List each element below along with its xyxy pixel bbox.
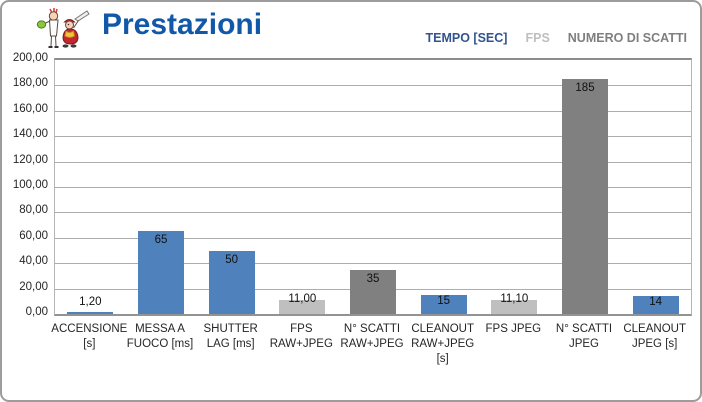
y-tick-label: 0,00 [25, 306, 48, 318]
gridline [55, 136, 691, 138]
y-tick-label: 200,00 [12, 52, 48, 64]
x-category-label: FPS JPEG [485, 323, 542, 335]
legend: TEMPO [SEC] FPS NUMERO DI SCATTI [408, 31, 687, 45]
bar [138, 231, 184, 314]
bar-value-label: 185 [575, 82, 595, 95]
gridline [55, 237, 691, 239]
bar [632, 296, 679, 314]
y-tick-label: 120,00 [12, 153, 48, 166]
gridline [55, 187, 691, 188]
bar-value-label: 11,10 [500, 292, 529, 305]
y-tick-label: 100,00 [12, 179, 48, 191]
bar [562, 79, 608, 314]
y-tick-label: 60,00 [19, 229, 48, 242]
y-axis: 0,00 20,00 40,00 60,00 80,00 100,00 120,00 140,… [2, 52, 48, 318]
bar [491, 299, 538, 314]
bar-value-label: 65 [154, 234, 168, 247]
legend-item-fps: FPS [525, 31, 550, 45]
plot-wrap: 1,20 65 50 11,00 35 15 11,10 185 14 ACCENSIONE [… [51, 58, 692, 398]
y-tick-label: 40,00 [19, 255, 48, 268]
x-category-label: SHUTTER LAG [ms] [203, 323, 258, 351]
legend-item-numero-di-scatti: NUMERO DI SCATTI [567, 31, 687, 45]
x-category-label: FPS RAW+JPEG [269, 323, 333, 351]
bar [67, 312, 114, 314]
chart-title: Prestazioni [102, 8, 263, 41]
gridline [55, 161, 691, 163]
bar [420, 294, 467, 314]
gridline [55, 212, 691, 214]
x-category-label: ACCENSIONE [s] [51, 323, 128, 351]
bar-value-label: 14 [649, 296, 663, 309]
x-category-label: MESSA A FUOCO [ms] [126, 323, 194, 351]
bar [208, 250, 255, 314]
bar-value-label: 1,20 [79, 296, 102, 309]
y-tick-label: 140,00 [12, 128, 48, 141]
x-category-label: CLEANOUT JPEG [s] [623, 323, 686, 351]
bar-value-label: 50 [225, 253, 239, 266]
bar [350, 269, 396, 314]
plot-area: 1,20 65 50 11,00 35 15 11,10 185 14 [54, 58, 692, 316]
x-category-label: N° SCATTI JPEG [555, 323, 613, 351]
legend-item-tempo-sec: TEMPO [SEC] [425, 31, 508, 45]
bar-value-label: 11,00 [288, 293, 317, 306]
bar [279, 300, 326, 314]
x-category-label: CLEANOUT RAW+JPEG [s] [411, 323, 475, 366]
gridline [55, 110, 691, 112]
gridline [55, 85, 691, 87]
y-tick-label: 180,00 [12, 77, 48, 90]
cartoon-characters-logo-icon [30, 6, 92, 54]
y-tick-label: 20,00 [19, 280, 48, 293]
y-tick-label: 160,00 [12, 102, 48, 115]
bar-value-label: 35 [366, 272, 380, 285]
x-category-label: N° SCATTI RAW+JPEG [340, 323, 404, 351]
gridline [55, 263, 691, 265]
bar-value-label: 15 [437, 294, 451, 307]
y-tick-label: 80,00 [19, 204, 48, 217]
